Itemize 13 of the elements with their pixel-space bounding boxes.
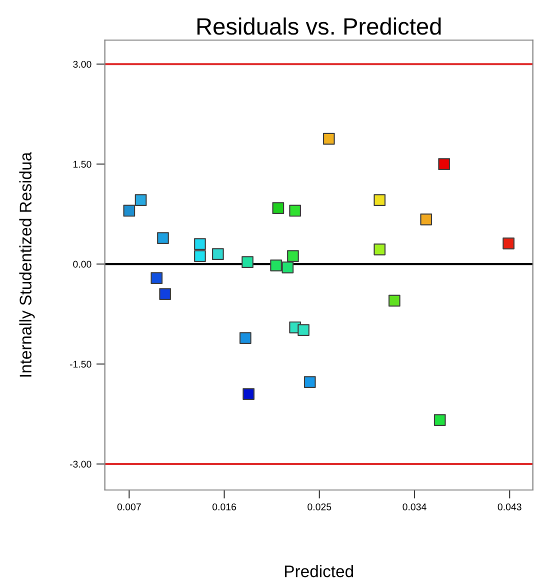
y-tick-label: -3.00 — [70, 460, 92, 468]
x-tick-label: 0.034 — [402, 503, 426, 510]
x-tick-label: 0.016 — [212, 503, 236, 510]
y-tick-label: 1.50 — [73, 160, 92, 168]
y-axis-title: Internally Studentized Residua — [19, 152, 35, 377]
y-tick-label: 3.00 — [73, 60, 92, 68]
y-tick-label: 0.00 — [73, 260, 92, 268]
chart-title: Residuals vs. Predicted — [197, 17, 441, 35]
x-axis-title: Predicted — [285, 565, 353, 578]
x-tick-label: 0.007 — [117, 503, 141, 510]
x-tick-label: 0.043 — [498, 503, 522, 510]
y-tick-label: -1.50 — [70, 360, 92, 368]
x-tick-label: 0.025 — [308, 503, 332, 510]
